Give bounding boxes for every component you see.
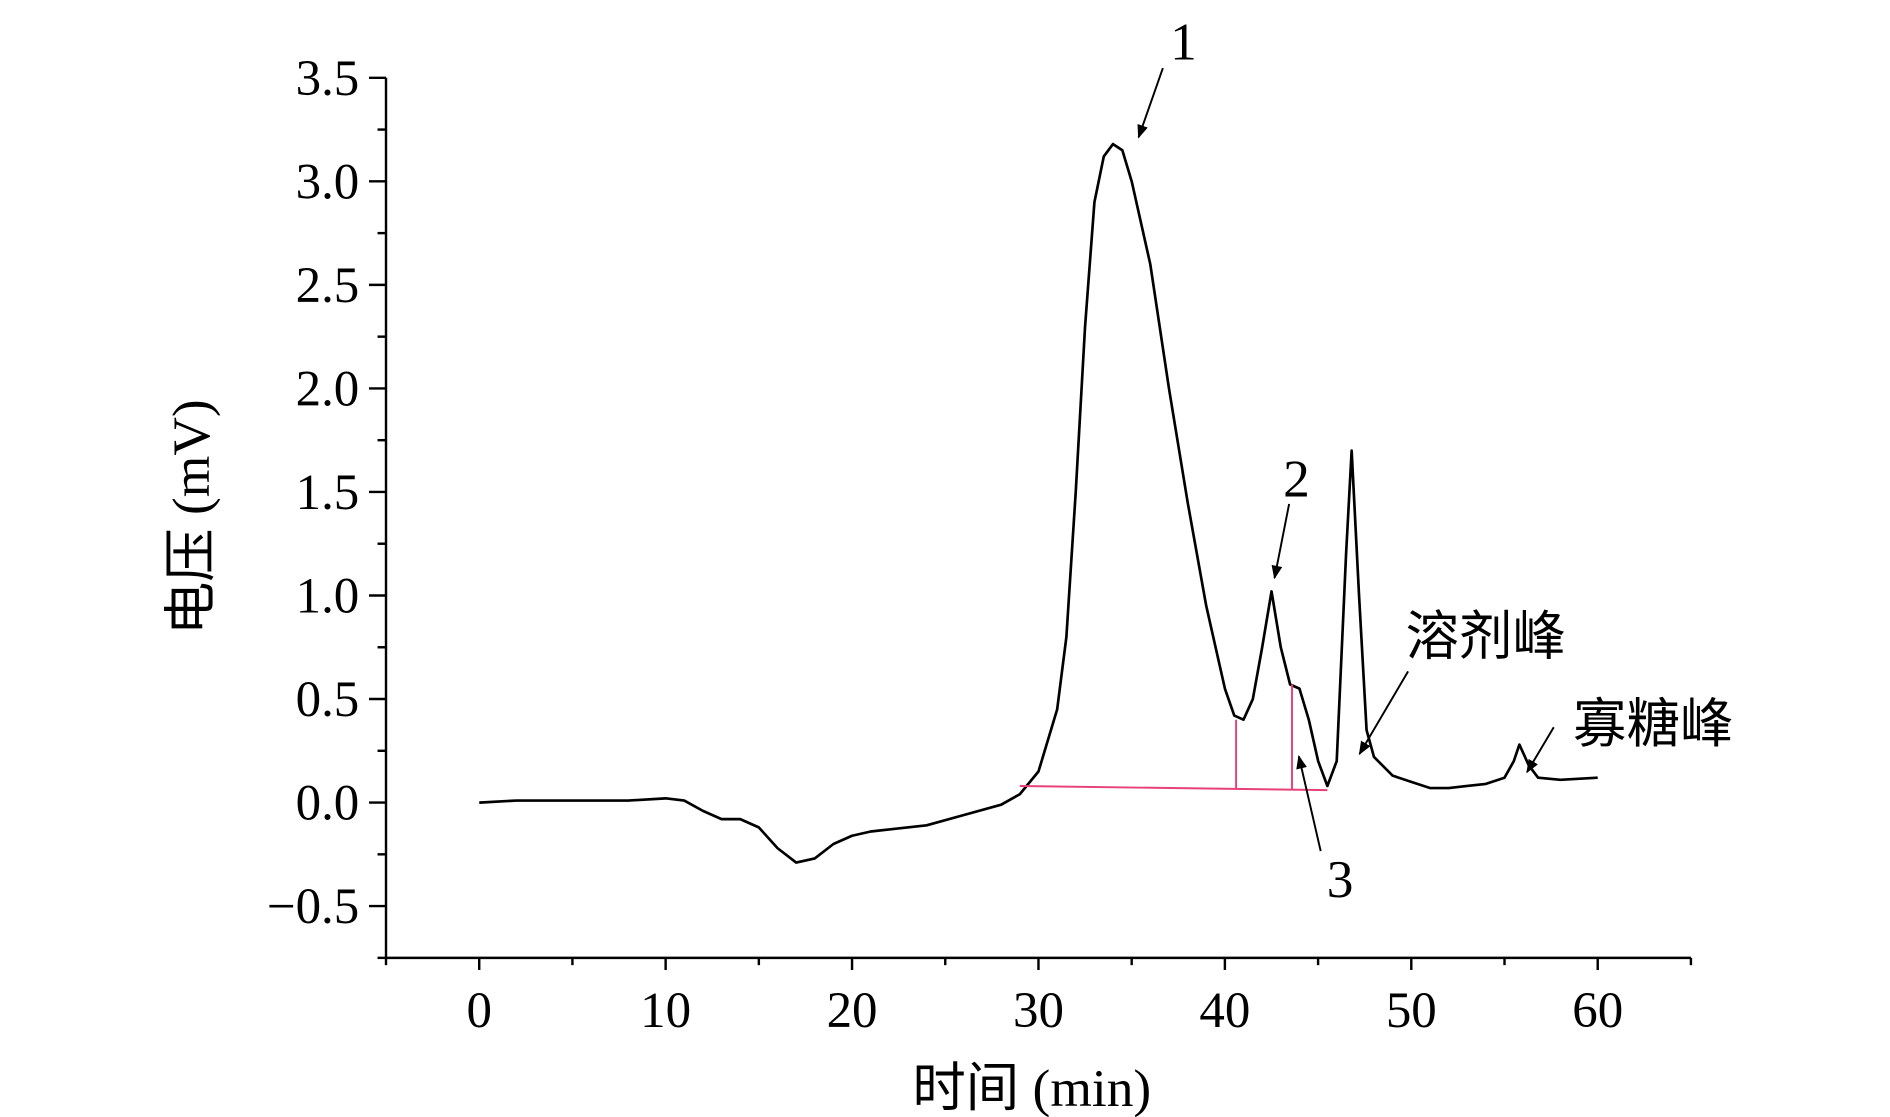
y-tick-label: 3.0 xyxy=(296,154,360,210)
y-tick-label: 2.0 xyxy=(296,361,360,417)
x-tick-label: 60 xyxy=(1572,983,1623,1039)
y-tick-label: 1.5 xyxy=(296,465,360,521)
x-tick-label: 40 xyxy=(1199,983,1250,1039)
annotation: 2 xyxy=(1283,449,1310,509)
annotation: 寡糖峰 xyxy=(1573,694,1733,754)
x-axis-label: 时间 (min) xyxy=(912,1058,1151,1117)
y-tick-label: 0.0 xyxy=(296,776,360,832)
annotation: 1 xyxy=(1170,12,1197,72)
annotation: 溶剂峰 xyxy=(1406,606,1566,666)
y-tick-label: 1.0 xyxy=(296,568,360,624)
annotation-arrow xyxy=(1137,67,1164,139)
y-tick-label: −0.5 xyxy=(267,879,359,935)
annotation-arrow xyxy=(1296,755,1322,852)
annotation-arrow xyxy=(1358,670,1409,756)
annotation-arrow xyxy=(1526,726,1555,774)
data-line xyxy=(479,142,1598,864)
y-axis-label: 电压 (mV) xyxy=(161,399,221,635)
x-tick-label: 0 xyxy=(466,983,491,1039)
integration-line xyxy=(1019,785,1328,792)
x-tick-label: 30 xyxy=(1013,983,1064,1039)
annotation: 3 xyxy=(1327,849,1354,909)
x-tick-label: 10 xyxy=(640,983,691,1039)
x-tick-label: 50 xyxy=(1386,983,1437,1039)
annotation-arrow xyxy=(1271,503,1291,580)
y-tick-label: 0.5 xyxy=(296,672,360,728)
x-tick-label: 20 xyxy=(827,983,878,1039)
y-tick-label: 2.5 xyxy=(296,258,360,314)
y-tick-label: 3.5 xyxy=(296,51,360,107)
